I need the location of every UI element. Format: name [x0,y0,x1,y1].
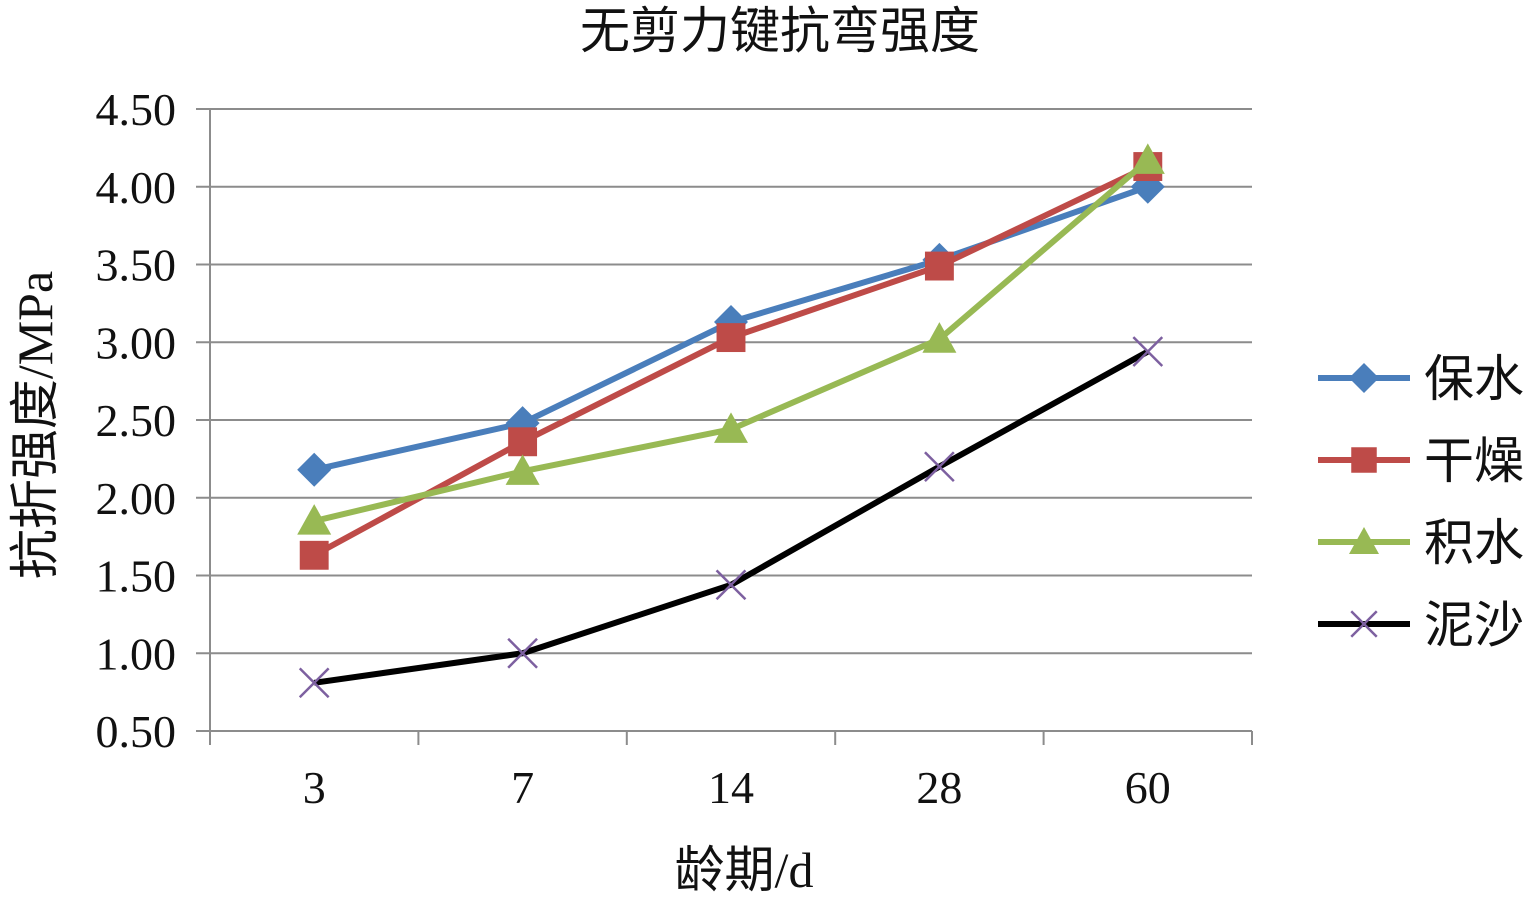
y-tick-label: 4.50 [96,84,177,135]
y-axis-title: 抗折强度/MPa [7,271,63,579]
data-point [297,504,332,535]
legend-item: 泥沙 [1318,597,1524,653]
legend-label: 干燥 [1424,433,1524,489]
legend-item: 保水 [1318,351,1524,407]
y-tick-label: 4.00 [96,162,177,213]
x-tick-label: 28 [916,762,962,813]
legend-item: 干燥 [1318,433,1524,489]
legend-marker [1351,447,1377,473]
data-point [924,451,955,482]
data-point [505,454,540,485]
marker-stroke [507,637,538,669]
marker-stroke [1132,336,1164,367]
series-2 [299,152,1163,570]
legend-marker [1350,610,1378,638]
data-point [716,323,746,353]
legend-item: 积水 [1318,515,1524,571]
y-tick-label: 2.00 [96,473,177,524]
legend-label: 泥沙 [1424,597,1524,653]
y-tick-label: 3.00 [96,317,177,368]
data-point [298,667,330,699]
y-tick-label: 1.50 [96,551,177,602]
legend-marker [1349,527,1379,554]
marker-stroke [298,667,330,699]
marker-stroke [924,451,955,482]
x-axis-title: 龄期/d [675,842,814,896]
data-point [299,540,329,570]
series-4 [298,336,1164,699]
data-point [922,322,957,353]
data-point [715,569,747,601]
x-tick-label: 60 [1125,762,1171,813]
x-tick-label: 7 [511,762,534,813]
chart-title: 无剪力键抗弯强度 [580,3,980,59]
series-group [297,143,1165,699]
legend-label: 保水 [1424,351,1524,407]
legend-marker [1349,363,1379,393]
x-tick-label: 14 [708,762,754,813]
data-point [508,427,538,457]
series-3 [297,143,1165,535]
data-point [1130,143,1165,174]
x-tick-label: 3 [303,762,326,813]
marker-stroke [715,569,747,601]
y-tick-label: 0.50 [96,706,177,757]
y-tick-label: 3.50 [96,240,177,291]
legend-label: 积水 [1424,515,1524,571]
y-tick-label: 1.00 [96,628,177,679]
series-line [313,348,1150,686]
axes: 0.50 1.00 1.50 2.00 2.50 3.00 3.50 4.00 4.50 3 7 14… [96,84,1253,813]
data-point [1132,336,1164,367]
data-point [924,251,954,281]
data-point [714,412,748,443]
marker-stroke [1350,610,1378,638]
y-tick-label: 2.50 [96,395,177,446]
data-point [507,637,538,669]
data-point [297,452,332,487]
